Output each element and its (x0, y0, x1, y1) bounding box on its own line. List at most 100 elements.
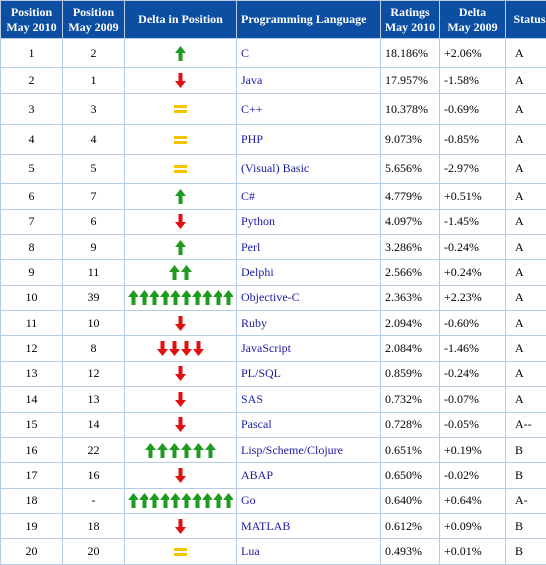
rating-cell: 0.612% (381, 514, 439, 539)
table-row: 11 10 Ruby 2.094% -0.60% A (1, 311, 546, 336)
rating-cell: 9.073% (381, 125, 439, 154)
language-link[interactable]: PHP (241, 132, 264, 146)
arrow-up-icon (145, 442, 156, 458)
language-link[interactable]: Java (241, 73, 263, 88)
status-cell: A (506, 39, 546, 68)
position-2009-cell: 6 (63, 209, 124, 234)
table-row: 18- Go 0.640% +0.64% A- (1, 488, 546, 514)
language-link[interactable]: MATLAB (241, 518, 291, 533)
status-cell: A- (506, 488, 546, 514)
table-row: 7 6 Python 4.097% -1.45% A (1, 209, 546, 234)
delta-position-cell (125, 154, 236, 184)
arrow-up-icon (223, 290, 233, 306)
delta-rating-cell: -0.05% (440, 412, 505, 437)
table-row: 3 3 C++ 10.378% -0.69% A (1, 93, 546, 125)
language-link[interactable]: Python (241, 214, 276, 229)
arrow-up-icon (138, 493, 149, 509)
position-2009-cell: 7 (63, 184, 124, 209)
header-delta: Delta May 2009 (440, 1, 505, 38)
arrow-up-icon (149, 493, 159, 509)
position-2009-cell: 1 (63, 68, 124, 93)
header-language: Programming Language (237, 1, 380, 38)
language-link[interactable]: JavaScript (241, 341, 291, 356)
language-cell: ABAP (237, 463, 380, 488)
status-cell: A (506, 154, 546, 184)
table-row: 1 2 C 18.186% +2.06% A (1, 39, 546, 68)
language-cell: Go (237, 488, 380, 514)
arrow-down-icon (193, 341, 204, 357)
delta-position-cell (125, 311, 236, 336)
language-link[interactable]: Pascal (241, 417, 272, 432)
status-cell: A (506, 209, 546, 234)
language-link[interactable]: Lisp/Scheme/Clojure (241, 442, 343, 457)
arrow-up-icon (169, 264, 180, 280)
delta-position-cell (125, 412, 236, 437)
language-link[interactable]: Go (241, 493, 256, 508)
delta-rating-cell: -0.24% (440, 361, 505, 387)
delta-position-cell (125, 488, 236, 514)
rating-cell: 4.097% (381, 209, 439, 234)
delta-position-cell (125, 209, 236, 234)
arrow-up-icon (170, 290, 180, 306)
arrow-down-icon (181, 341, 192, 357)
arrow-down-icon (175, 366, 186, 382)
rating-cell: 2.084% (381, 336, 439, 361)
language-link[interactable]: SAS (241, 391, 264, 406)
position-2010-cell: 13 (1, 361, 62, 387)
language-link[interactable]: PL/SQL (241, 366, 282, 381)
delta-position-cell (125, 68, 236, 93)
language-cell: (Visual) Basic (237, 154, 380, 184)
delta-position-cell (125, 285, 236, 311)
arrow-up-icon (205, 442, 216, 458)
arrow-down-icon (175, 518, 186, 534)
language-link[interactable]: (Visual) Basic (241, 161, 310, 176)
position-2010-cell: 8 (1, 234, 62, 260)
delta-position-cell (125, 93, 236, 125)
delta-position-cell (125, 361, 236, 387)
rating-cell: 0.493% (381, 539, 439, 564)
table-row: 19 18 MATLAB 0.612% +0.09% B (1, 514, 546, 539)
language-link[interactable]: C (241, 45, 250, 60)
status-cell: A (506, 68, 546, 93)
delta-rating-cell: -1.45% (440, 209, 505, 234)
table-row: 16 22 Lisp/Scheme/Clojure 0.651% +0.19% B (1, 437, 546, 463)
equal-icon (174, 105, 187, 114)
position-2010-cell: 14 (1, 387, 62, 412)
delta-position-cell (125, 336, 236, 361)
position-2010-cell: 2 (1, 68, 62, 93)
header-position-2010: Position May 2010 (1, 1, 62, 38)
delta-position-cell (125, 514, 236, 539)
arrow-up-icon (175, 239, 186, 255)
rating-cell: 2.363% (381, 285, 439, 311)
delta-rating-cell: +0.19% (440, 437, 505, 463)
position-2009-cell: 20 (63, 539, 124, 564)
position-2009-cell: 3 (63, 93, 124, 125)
position-2009-cell: 8 (63, 336, 124, 361)
language-link[interactable]: Perl (241, 239, 261, 254)
arrow-up-icon (181, 264, 192, 280)
language-link[interactable]: Delphi (241, 264, 274, 279)
language-link[interactable]: Lua (241, 544, 260, 559)
language-link[interactable]: C# (241, 188, 256, 203)
delta-rating-cell: -0.69% (440, 93, 505, 125)
language-link[interactable]: C++ (241, 101, 263, 116)
language-link[interactable]: ABAP (241, 467, 274, 482)
position-2009-cell: 22 (63, 437, 124, 463)
table-row: 5 5 (Visual) Basic 5.656% -2.97% A (1, 154, 546, 184)
delta-position-cell (125, 184, 236, 209)
delta-icons (128, 125, 233, 153)
rating-cell: 0.651% (381, 437, 439, 463)
equal-icon (174, 135, 187, 144)
delta-rating-cell: +0.64% (440, 488, 505, 514)
position-2009-cell: 14 (63, 412, 124, 437)
language-link[interactable]: Objective-C (241, 290, 300, 305)
equal-icon (174, 164, 187, 173)
language-cell: PL/SQL (237, 361, 380, 387)
language-link[interactable]: Ruby (241, 315, 268, 330)
table-row: 17 16 ABAP 0.650% -0.02% B (1, 463, 546, 488)
language-cell: MATLAB (237, 514, 380, 539)
table-row: 12 8 JavaScript 2.084% -1.46% A (1, 336, 546, 361)
language-cell: JavaScript (237, 336, 380, 361)
header-delta-position: Delta in Position (125, 1, 236, 38)
status-cell: A (506, 361, 546, 387)
